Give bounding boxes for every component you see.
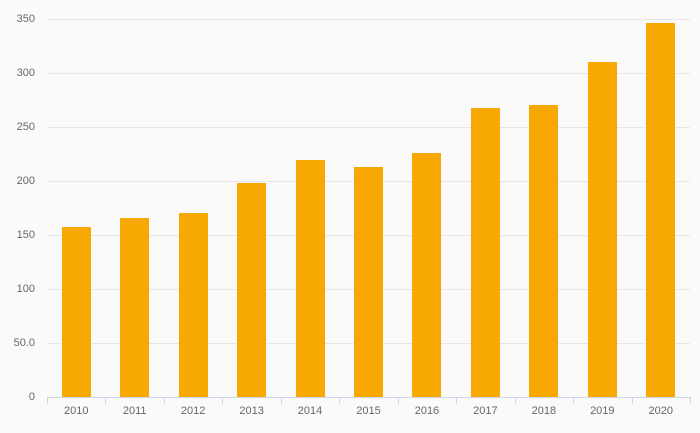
x-tick-label: 2014 <box>297 405 323 417</box>
x-tick-label: 2018 <box>531 405 557 417</box>
x-tick-label: 2015 <box>356 405 381 417</box>
x-tick <box>280 398 282 404</box>
x-tick <box>456 398 458 404</box>
bar-2018 <box>529 105 559 397</box>
x-tick <box>339 398 341 404</box>
x-tick-label: 2013 <box>239 405 264 417</box>
x-tick <box>514 398 516 404</box>
x-tick <box>105 398 107 404</box>
x-tick-label: 2017 <box>473 405 498 417</box>
bar-2014 <box>295 160 325 397</box>
bar-2019 <box>587 62 617 397</box>
y-tick-label: 350 <box>16 13 35 25</box>
bar-2011 <box>120 217 150 397</box>
x-tick <box>573 398 575 404</box>
bar-2013 <box>237 183 267 397</box>
x-tick-label: 2011 <box>122 405 147 417</box>
x-tick-label: 2019 <box>590 405 615 417</box>
x-tick <box>397 398 399 404</box>
y-tick-label: 300 <box>16 67 35 79</box>
x-tick <box>47 398 48 404</box>
x-tick <box>222 398 224 404</box>
y-tick-label: 250 <box>16 121 35 133</box>
x-tick-label: 2012 <box>180 405 206 417</box>
bar-2020 <box>646 23 676 397</box>
x-axis-line <box>47 397 691 398</box>
y-tick-label: 50.0 <box>13 337 35 349</box>
gridline <box>47 72 690 74</box>
y-tick-label: 150 <box>16 229 35 241</box>
x-tick <box>163 398 165 404</box>
gridline <box>47 18 690 20</box>
x-tick <box>690 398 691 404</box>
y-tick-label: 200 <box>16 175 35 187</box>
y-tick-label: 100 <box>16 283 35 295</box>
y-tick-label: 0 <box>28 391 35 403</box>
bar-2015 <box>354 166 383 397</box>
bar-2017 <box>470 107 500 397</box>
x-tick <box>631 398 633 404</box>
bar-2016 <box>412 152 442 397</box>
bar-2012 <box>178 213 208 397</box>
bar-2010 <box>61 227 91 397</box>
x-tick-label: 2010 <box>63 405 89 417</box>
gridline <box>47 126 690 128</box>
x-tick-label: 2020 <box>648 405 673 417</box>
x-tick-label: 2016 <box>414 405 440 417</box>
